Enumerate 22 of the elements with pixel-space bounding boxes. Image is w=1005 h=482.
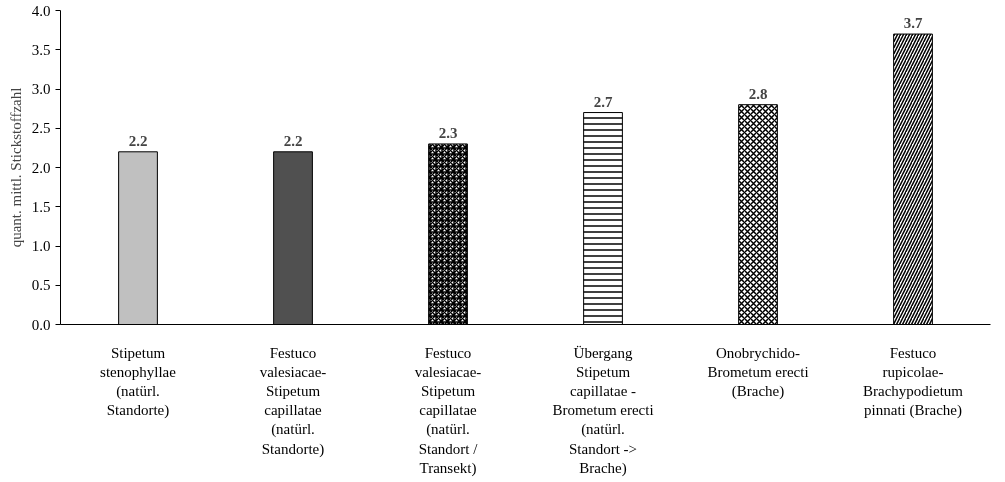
y-tick-label: 3.5 (31, 41, 51, 58)
x-tick-label: Festuco valesiacae-Stipetum capillatae (natürl. Standorte) (259, 344, 327, 458)
y-tick-label: 0.5 (31, 277, 51, 294)
x-tick-label: Stipetum stenophyllae (natürl. Standorte) (100, 344, 177, 420)
y-tick-label: 0.0 (31, 316, 51, 333)
data-label: 2.7 (593, 93, 613, 110)
x-tick-label: Onobrychido-Brometum erecti (Brache) (707, 344, 809, 400)
y-axis-title: quant. mittl. Stickstoffzahl (7, 87, 24, 248)
data-label: 2.2 (283, 132, 303, 149)
data-label: 2.2 (128, 132, 148, 149)
y-tick-label: 1.0 (31, 238, 51, 254)
y-tick-label: 3.0 (31, 81, 51, 97)
data-label: 2.3 (438, 124, 458, 141)
y-tick-label: 1.5 (31, 198, 51, 215)
y-tick-label: 2.0 (31, 159, 51, 176)
data-label: 3.7 (903, 15, 923, 32)
y-tick-label: 4.0 (31, 2, 51, 19)
x-tick-label: Übergang Stipetum capillatae - Brometum erecti (natürl. Standort -> Brache) (552, 344, 654, 477)
data-label: 2.8 (748, 85, 768, 102)
x-tick-label: Festuco rupicolae-Brachypodietum pinnati (Brache) (863, 344, 964, 420)
x-tick-label: Festuco valesiacae-Stipetum capillatae (natürl. Standort / Transekt) (414, 344, 482, 477)
y-tick-label: 2.5 (31, 120, 51, 137)
